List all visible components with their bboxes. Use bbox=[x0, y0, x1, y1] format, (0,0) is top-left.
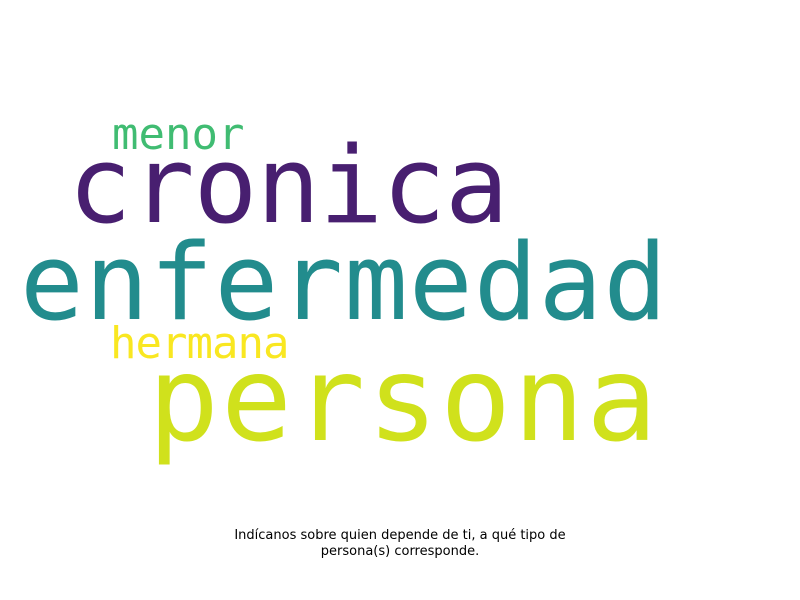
word-cronica: cronica bbox=[68, 124, 509, 247]
word-persona: persona bbox=[148, 330, 660, 468]
figure-caption: Indícanos sobre quien depende de ti, a q… bbox=[200, 528, 600, 560]
word-hermana: hermana bbox=[110, 318, 289, 369]
word-menor: menor bbox=[112, 109, 245, 160]
caption-line-2: persona(s) corresponde. bbox=[320, 544, 480, 559]
word-enfermedad: enfermedad bbox=[20, 221, 669, 344]
word-cloud: menor cronica enfermedad persona hermana bbox=[20, 109, 669, 468]
caption-line-1: Indícanos sobre quien depende de ti, a q… bbox=[234, 528, 566, 543]
